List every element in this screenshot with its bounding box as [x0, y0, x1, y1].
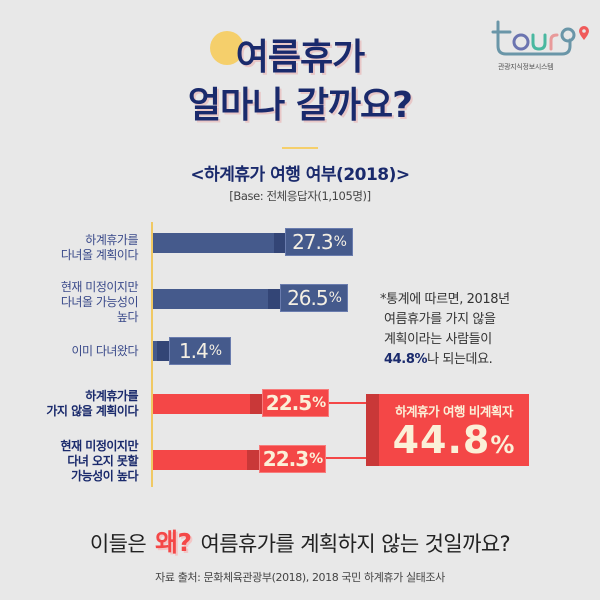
- statistics-note: *통계에 따르면, 2018년 여름휴가를 가지 않을 계획이라는 사람들이 4…: [380, 290, 510, 370]
- bar-already-went: [153, 341, 169, 361]
- value-unit: %: [328, 290, 342, 306]
- value-label-already-went: 1.4%: [169, 337, 231, 365]
- note-line: 계획이라는 사람들이: [384, 332, 492, 347]
- bar-plan-to-go: [153, 233, 286, 253]
- summary-box: 하계휴가 여행 비계획자 44.8%: [366, 394, 529, 466]
- tour9-logo: 관광지식정보시스템: [490, 18, 590, 78]
- question-before: 이들은: [89, 532, 147, 556]
- page-title-line1: 여름휴가: [235, 37, 365, 78]
- title-divider: [282, 147, 318, 149]
- value-unit: %: [312, 395, 326, 411]
- summary-unit: %: [490, 431, 516, 459]
- value-label-unlikely-to-go: 22.3%: [259, 445, 326, 473]
- bar-fill: [153, 450, 259, 470]
- value-number: 1.4: [178, 339, 209, 363]
- row-label-already-went: 이미 다녀왔다: [71, 344, 138, 359]
- value-unit: %: [309, 451, 323, 467]
- connector-line: [329, 402, 366, 404]
- row-label-line: 하계휴가를: [85, 233, 138, 247]
- source-citation: 자료 출처: 문화체육관광부(2018), 2018 국민 하계휴가 실태조사: [155, 571, 445, 584]
- value-number: 22.5: [265, 391, 312, 415]
- page-title-line2: 얼마나 갈까요?: [187, 85, 413, 126]
- row-label-line: 가지 않을 계획이다: [46, 404, 138, 418]
- note-highlight: 44.8%: [384, 352, 428, 367]
- row-label-line: 다녀 오지 못할: [67, 454, 138, 468]
- question-why: 왜?: [155, 517, 196, 559]
- row-label-line: 높다: [116, 310, 139, 324]
- bar-fill: [153, 394, 262, 414]
- row-label-line: 다녀올 가능성이: [60, 295, 139, 309]
- summary-value: 44.8%: [379, 418, 529, 467]
- row-label-line: 현재 미정이지만: [60, 280, 139, 294]
- bar-unlikely-to-go: [153, 450, 259, 470]
- summary-edge: [366, 394, 379, 466]
- connector-line: [326, 457, 366, 459]
- bar-fill: [153, 289, 280, 309]
- summary-number: 44.8: [392, 418, 491, 462]
- row-label-likely-to-go: 현재 미정이지만 다녀올 가능성이 높다: [60, 280, 139, 325]
- value-unit: %: [333, 234, 347, 250]
- row-label-unlikely-to-go: 현재 미정이지만 다녀 오지 못할 가능성이 높다: [60, 439, 139, 484]
- value-number: 22.3: [262, 447, 309, 471]
- row-label-line: 현재 미정이지만: [60, 439, 139, 453]
- bar-fill: [153, 233, 286, 253]
- note-line: 44.8%나 되는데요.: [380, 350, 510, 370]
- row-label-not-planning: 하계휴가를 가지 않을 계획이다: [46, 389, 138, 419]
- value-number: 27.3: [292, 230, 334, 254]
- chart-base-note: [Base: 전체응답자(1,105명)]: [229, 189, 371, 203]
- question-why-text: 왜?: [155, 528, 192, 557]
- value-label-likely-to-go: 26.5%: [280, 284, 348, 312]
- row-label-line: 이미 다녀왔다: [71, 344, 138, 358]
- bar-not-planning: [153, 394, 262, 414]
- chart-axis-line: [151, 222, 153, 487]
- question-after: 여름휴가를 계획하지 않는 것일까요?: [200, 532, 511, 556]
- row-label-line: 하계휴가를: [85, 389, 138, 403]
- closing-question: 이들은 왜? 여름휴가를 계획하지 않는 것일까요?: [0, 517, 600, 559]
- note-line: *통계에 따르면, 2018년: [380, 292, 510, 307]
- bar-shade: [274, 233, 286, 253]
- bar-shade: [157, 341, 169, 361]
- value-label-plan-to-go: 27.3%: [285, 228, 353, 256]
- bar-shade: [250, 394, 262, 414]
- value-unit: %: [208, 343, 222, 359]
- value-label-not-planning: 22.5%: [262, 389, 329, 417]
- row-label-plan-to-go: 하계휴가를 다녀올 계획이다: [60, 233, 139, 263]
- title-accent-circle: [210, 31, 244, 65]
- row-label-line: 가능성이 높다: [71, 469, 138, 483]
- tour9-logo-icon: [491, 20, 589, 56]
- logo-subtitle: 관광지식정보시스템: [498, 63, 554, 71]
- value-number: 26.5: [287, 286, 329, 310]
- bar-shade: [268, 289, 280, 309]
- note-text: 나 되는데요.: [427, 352, 493, 367]
- bar-shade: [247, 450, 259, 470]
- note-line: 여름휴가를 가지 않을: [384, 312, 496, 327]
- summary-label: 하계휴가 여행 비계획자: [395, 404, 513, 419]
- row-label-line: 다녀올 계획이다: [60, 248, 139, 262]
- bar-likely-to-go: [153, 289, 280, 309]
- chart-title: <하계휴가 여행 여부(2018)>: [190, 165, 410, 185]
